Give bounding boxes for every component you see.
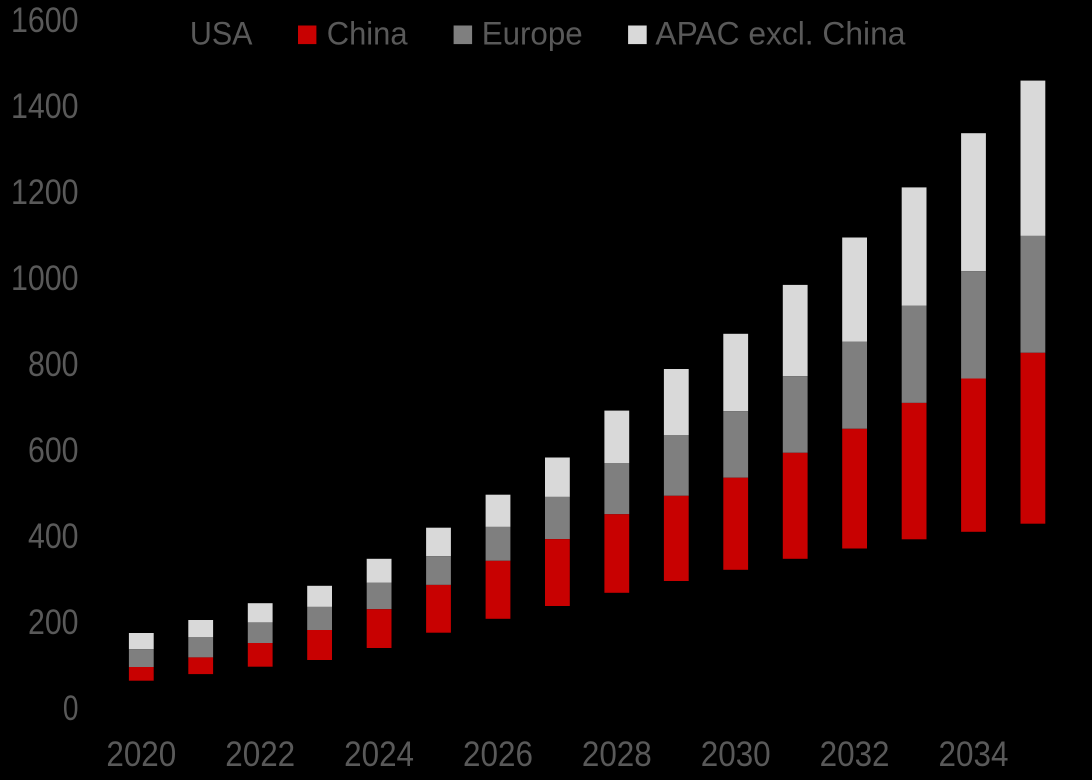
svg-text:200: 200 [28, 603, 79, 642]
svg-text:2020: 2020 [106, 735, 176, 774]
svg-text:2022: 2022 [225, 735, 295, 774]
svg-text:USA: USA [190, 16, 253, 52]
svg-text:China: China [327, 16, 408, 52]
svg-text:1000: 1000 [11, 259, 79, 298]
svg-text:APAC excl. China: APAC excl. China [655, 16, 905, 52]
svg-text:0: 0 [63, 689, 79, 728]
svg-text:1200: 1200 [11, 173, 79, 212]
svg-text:Europe: Europe [482, 16, 583, 52]
svg-text:1400: 1400 [11, 87, 79, 126]
svg-text:2030: 2030 [701, 735, 771, 774]
svg-text:600: 600 [28, 431, 79, 470]
svg-text:2024: 2024 [344, 735, 414, 774]
svg-text:800: 800 [28, 345, 79, 384]
svg-text:2026: 2026 [463, 735, 533, 774]
svg-text:400: 400 [28, 517, 79, 556]
svg-text:2032: 2032 [820, 735, 890, 774]
svg-text:1600: 1600 [11, 1, 79, 40]
svg-text:2034: 2034 [939, 735, 1009, 774]
svg-text:2028: 2028 [582, 735, 652, 774]
